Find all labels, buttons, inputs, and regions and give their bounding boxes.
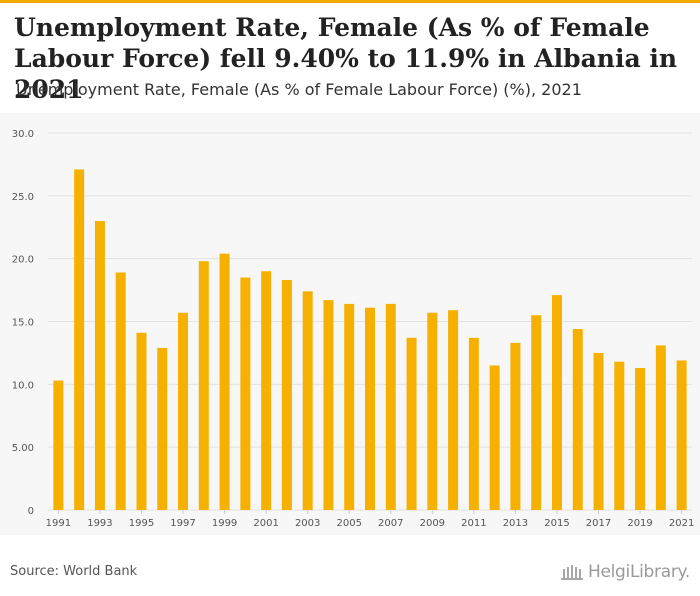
x-tick-label: 2017 <box>586 518 611 529</box>
bar-2005 <box>344 303 355 510</box>
bar-2013 <box>510 342 521 510</box>
bar-chart: 0 5.00 10.0 15.0 20.0 25.0 30.0 1991 1993 1995 199… <box>12 129 695 529</box>
library-building-icon <box>560 565 583 580</box>
chart-subtitle: Unemployment Rate, Female (As % of Femal… <box>16 80 582 99</box>
chart-title: Unemployment Rate, Female (As % of Femal… <box>14 13 678 104</box>
bar-2004 <box>323 300 334 510</box>
bar-2002 <box>281 280 292 510</box>
bar-2019 <box>635 367 646 510</box>
bar-2009 <box>427 312 438 510</box>
y-tick-label: 10.0 <box>12 380 34 391</box>
bar-2015 <box>551 295 562 510</box>
bar-2011 <box>468 337 479 510</box>
bar-2018 <box>614 361 625 510</box>
x-tick-label: 1993 <box>87 518 112 529</box>
x-tick-label: 2011 <box>461 518 486 529</box>
y-tick-label: 0 <box>28 506 34 517</box>
bar-1997 <box>178 312 189 510</box>
x-tick-label: 2005 <box>336 518 361 529</box>
x-tick-label: 2013 <box>503 518 528 529</box>
bar-1992 <box>74 169 85 510</box>
bar-2003 <box>302 291 313 510</box>
source-note: Source: World Bank <box>10 564 138 579</box>
x-tick-label: 2015 <box>544 518 569 529</box>
bar-2016 <box>572 329 583 510</box>
bar-2001 <box>261 271 272 510</box>
bar-1991 <box>53 380 64 510</box>
x-tick-label: 2019 <box>627 518 652 529</box>
x-tick-label: 1991 <box>46 518 71 529</box>
bar-2020 <box>655 345 666 510</box>
helgi-library-logo: HelgiLibrary. <box>560 562 690 582</box>
bar-1993 <box>94 220 105 510</box>
y-tick-label: 20.0 <box>12 255 34 266</box>
y-tick-label: 25.0 <box>12 192 34 203</box>
bar-1996 <box>157 347 168 510</box>
bar-2000 <box>240 277 251 510</box>
y-tick-label: 5.00 <box>12 443 34 454</box>
bar-1995 <box>136 332 147 510</box>
bar-1994 <box>115 272 126 510</box>
bar-1998 <box>198 261 209 510</box>
bar-2014 <box>531 315 542 510</box>
logo-text: HelgiLibrary. <box>587 562 690 582</box>
bar-2017 <box>593 352 604 510</box>
x-tick-label: 2007 <box>378 518 403 529</box>
bar-2006 <box>365 307 375 510</box>
x-tick-label: 1997 <box>170 518 195 529</box>
bar-2012 <box>489 365 500 510</box>
bar-2021 <box>676 360 687 510</box>
y-tick-label: 30.0 <box>12 129 34 140</box>
x-tick-label: 1999 <box>212 518 237 529</box>
x-tick-label: 2001 <box>253 518 278 529</box>
x-tick-label: 2009 <box>420 518 445 529</box>
bar-2010 <box>448 310 459 510</box>
y-tick-label: 15.0 <box>12 318 34 329</box>
bar-2007 <box>385 303 396 510</box>
x-tick-label: 1995 <box>129 518 154 529</box>
bar-1999 <box>219 253 230 510</box>
bar-2008 <box>406 337 417 510</box>
top-accent-bar <box>0 0 700 3</box>
x-tick-label: 2003 <box>295 518 320 529</box>
x-tick-label: 2021 <box>669 518 694 529</box>
